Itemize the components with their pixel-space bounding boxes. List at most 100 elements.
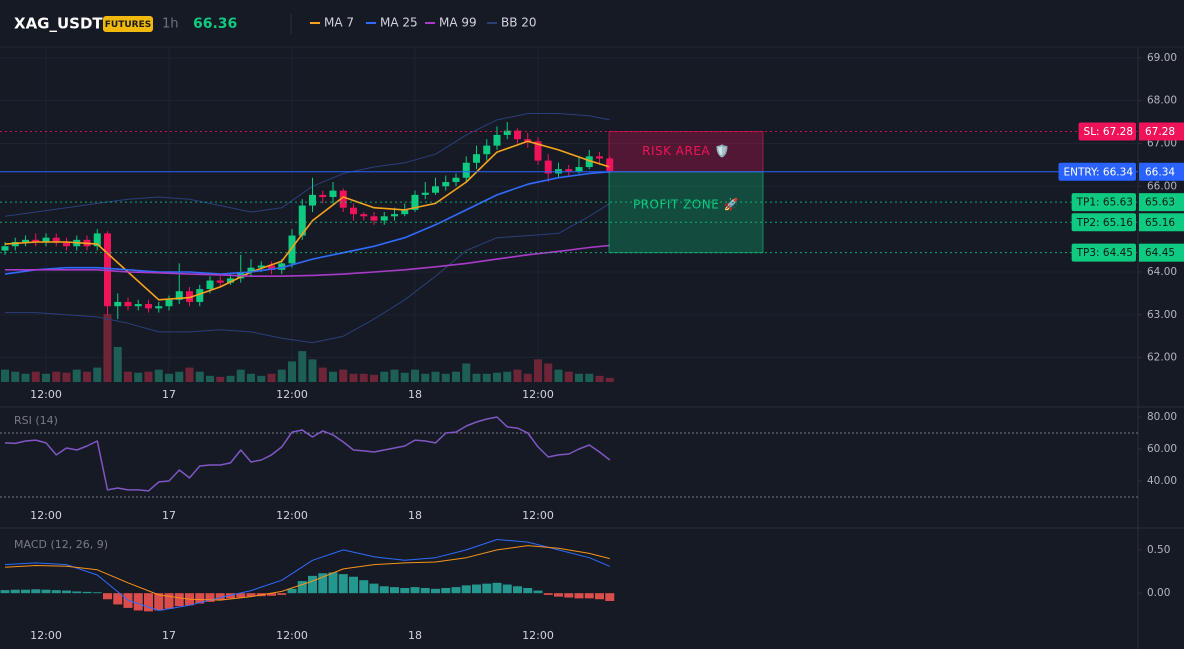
volume-bar bbox=[277, 369, 286, 382]
volume-bar bbox=[421, 373, 430, 382]
axis-price-label-bg bbox=[1139, 162, 1184, 181]
volume-bar bbox=[288, 361, 296, 382]
indicator-line bbox=[4, 539, 610, 611]
macd-histogram-bar bbox=[72, 591, 82, 594]
y-tick-label: 64.00 bbox=[1147, 266, 1177, 278]
candle-body bbox=[596, 156, 603, 159]
zone-label: RISK AREA 🛡️ bbox=[642, 144, 730, 158]
x-tick-label: 18 bbox=[408, 388, 422, 401]
macd-histogram-bar bbox=[195, 593, 205, 604]
indicator-line bbox=[4, 545, 610, 601]
axis-price-label: 67.28 bbox=[1145, 126, 1175, 138]
axis-price-label: 64.45 bbox=[1145, 247, 1175, 259]
volume-bar bbox=[247, 373, 255, 382]
x-tick-label: 12:00 bbox=[522, 509, 554, 522]
macd-histogram-bar bbox=[0, 590, 10, 594]
candle-body bbox=[206, 280, 214, 290]
candle-body bbox=[288, 235, 296, 264]
candle-body bbox=[93, 233, 101, 247]
level-label-bg bbox=[1071, 243, 1136, 262]
macd-histogram-bar bbox=[523, 587, 533, 594]
x-tick-label: 12:00 bbox=[276, 509, 308, 522]
volume-bar bbox=[523, 373, 532, 382]
volume-bar bbox=[441, 373, 450, 382]
macd-histogram-bar bbox=[492, 582, 502, 594]
x-tick-label: 12:00 bbox=[30, 388, 62, 401]
axis-price-label-bg bbox=[1139, 122, 1184, 141]
volume-bar bbox=[72, 369, 81, 382]
badge: FUTURES bbox=[105, 20, 151, 30]
candle-body bbox=[432, 186, 439, 193]
x-tick-label: 12:00 bbox=[276, 388, 308, 401]
macd-histogram-bar bbox=[420, 587, 430, 594]
volume-bar bbox=[298, 351, 307, 382]
volume-bar bbox=[62, 372, 71, 382]
volume-bar bbox=[83, 371, 91, 382]
indicator-line bbox=[4, 416, 611, 492]
macd-histogram-bar bbox=[31, 589, 41, 594]
volume-bar bbox=[595, 375, 604, 382]
level-label: TP2: 65.16 bbox=[1076, 217, 1134, 229]
axis-price-label-bg bbox=[1139, 193, 1184, 212]
volume-bar bbox=[411, 369, 419, 382]
macd-histogram-bar bbox=[154, 593, 164, 611]
axis-price-label-bg bbox=[1139, 243, 1184, 262]
macd-histogram-bar bbox=[236, 593, 246, 598]
candle-body bbox=[63, 241, 70, 247]
candle-body bbox=[575, 167, 583, 172]
last-price: 66.36 bbox=[193, 16, 237, 32]
volume-bar bbox=[462, 363, 471, 382]
candle-body bbox=[401, 209, 409, 215]
candle-body bbox=[380, 216, 388, 221]
indicator-line bbox=[5, 202, 611, 344]
macd-histogram-bar bbox=[595, 593, 604, 600]
x-tick-label: 12:00 bbox=[522, 629, 554, 642]
candle-body bbox=[534, 141, 542, 161]
candle-body bbox=[442, 182, 450, 187]
badge-bg bbox=[103, 16, 153, 32]
macd-histogram-bar bbox=[574, 593, 584, 599]
candle-body bbox=[319, 194, 327, 198]
volume-bar bbox=[400, 372, 409, 382]
volume-bar bbox=[482, 373, 491, 382]
level-label: ENTRY: 66.34 bbox=[1064, 166, 1134, 178]
candle-body bbox=[370, 216, 378, 221]
x-tick-label: 12:00 bbox=[276, 629, 308, 642]
x-tick-label: 12:00 bbox=[30, 509, 62, 522]
macd-histogram-bar bbox=[267, 593, 276, 596]
volume-bar bbox=[165, 373, 173, 382]
level-label-bg bbox=[1071, 213, 1136, 232]
volume-bar bbox=[359, 373, 368, 382]
macd-histogram-bar bbox=[62, 590, 71, 594]
volume-bar bbox=[154, 369, 163, 382]
candle-body bbox=[186, 291, 193, 302]
macd-histogram-bar bbox=[277, 593, 287, 595]
macd-histogram-bar bbox=[133, 593, 143, 611]
candle-body bbox=[32, 239, 40, 242]
indicator-line bbox=[5, 244, 610, 277]
candle-body bbox=[462, 162, 470, 178]
candle-body bbox=[22, 239, 29, 242]
candle-body bbox=[524, 139, 532, 142]
level-label-bg bbox=[1071, 193, 1136, 212]
macd-histogram-bar bbox=[349, 576, 358, 594]
macd-histogram-bar bbox=[390, 587, 399, 594]
candle-body bbox=[145, 304, 152, 309]
interval: 1h bbox=[162, 17, 179, 32]
x-tick-label: 12:00 bbox=[522, 388, 554, 401]
macd-histogram-bar bbox=[605, 593, 615, 601]
volume-bar bbox=[380, 371, 389, 382]
macd-histogram-bar bbox=[215, 593, 225, 601]
macd-histogram-bar bbox=[318, 573, 328, 594]
macd-histogram-bar bbox=[441, 587, 451, 594]
macd-histogram-bar bbox=[92, 592, 102, 594]
volume-bar bbox=[339, 369, 348, 382]
candle-body bbox=[452, 177, 460, 183]
x-tick-label: 18 bbox=[408, 629, 422, 642]
macd-histogram-bar bbox=[543, 593, 553, 595]
y-tick-label: 60.00 bbox=[1147, 443, 1177, 455]
candle-body bbox=[391, 214, 398, 217]
volume-bar bbox=[493, 372, 501, 382]
x-tick-label: 12:00 bbox=[30, 629, 62, 642]
